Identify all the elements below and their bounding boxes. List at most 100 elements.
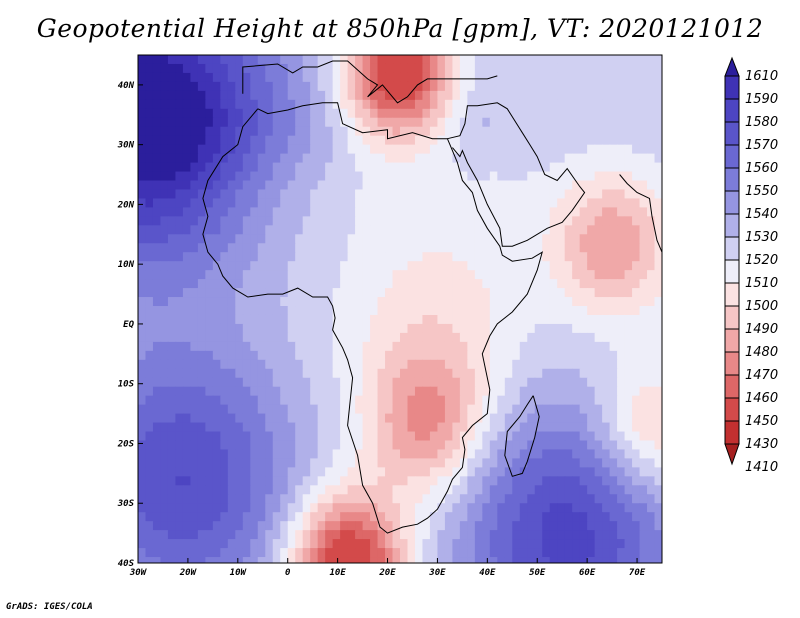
colorbar-swatch — [724, 282, 740, 307]
field-cell — [534, 548, 543, 558]
field-cell — [295, 81, 304, 92]
field-cell — [302, 243, 311, 253]
field-cell — [347, 189, 356, 200]
field-cell — [310, 368, 319, 379]
field-cell — [624, 207, 633, 217]
field-cell — [377, 225, 386, 235]
field-cell — [444, 171, 454, 182]
field-cell — [295, 512, 304, 522]
field-cell — [474, 189, 483, 200]
field-cell — [310, 189, 319, 200]
field-cell — [407, 90, 416, 101]
field-cell — [602, 503, 611, 513]
field-cell — [542, 144, 551, 155]
field-cell — [257, 189, 266, 200]
field-cell — [564, 557, 573, 563]
field-cell — [639, 135, 648, 146]
field-cell — [579, 270, 588, 280]
field-cell — [332, 377, 341, 388]
field-cell — [257, 297, 266, 307]
field-cell — [295, 494, 304, 504]
field-cell — [632, 413, 641, 424]
field-cell — [587, 153, 596, 164]
field-cell — [444, 332, 454, 343]
field-cell — [272, 359, 281, 370]
field-cell — [452, 180, 461, 191]
field-cell — [482, 90, 491, 101]
field-cell — [250, 99, 259, 110]
field-cell — [205, 314, 214, 325]
field-cell — [557, 90, 566, 101]
field-cell — [227, 413, 236, 424]
field-cell — [385, 503, 394, 513]
field-cell — [534, 458, 543, 468]
field-cell — [152, 512, 162, 522]
field-cell — [654, 261, 662, 271]
field-cell — [302, 467, 311, 477]
field-cell — [602, 323, 611, 334]
field-cell — [400, 243, 409, 253]
field-cell — [280, 413, 289, 424]
field-cell — [302, 440, 311, 451]
field-cell — [182, 395, 192, 406]
field-cell — [519, 297, 528, 307]
field-cell — [414, 395, 424, 406]
field-cell — [280, 135, 289, 146]
field-cell — [302, 332, 311, 343]
field-cell — [542, 404, 551, 415]
field-cell — [235, 72, 244, 83]
field-cell — [647, 368, 656, 379]
field-cell — [317, 557, 326, 563]
field-cell — [340, 252, 349, 262]
field-cell — [332, 72, 341, 83]
field-cell — [452, 449, 461, 460]
field-cell — [160, 189, 169, 200]
field-cell — [220, 503, 229, 513]
field-cell — [594, 368, 603, 379]
field-cell — [220, 314, 229, 325]
field-cell — [602, 404, 611, 415]
field-cell — [302, 557, 311, 563]
field-cell — [400, 377, 409, 388]
field-cell — [617, 521, 626, 531]
field-cell — [310, 512, 319, 522]
field-cell — [257, 377, 266, 388]
field-cell — [197, 153, 206, 164]
field-cell — [422, 297, 431, 307]
field-cell — [295, 368, 304, 379]
field-cell — [280, 440, 289, 451]
field-cell — [609, 314, 618, 325]
field-cell — [385, 494, 394, 504]
field-cell — [564, 99, 573, 110]
field-cell — [310, 377, 319, 388]
field-cell — [474, 494, 483, 504]
field-cell — [452, 323, 461, 334]
field-cell — [235, 162, 244, 173]
field-cell — [347, 126, 356, 137]
field-cell — [489, 485, 498, 495]
field-cell — [138, 135, 147, 146]
field-cell — [452, 135, 461, 146]
field-cell — [287, 458, 296, 468]
field-cell — [160, 512, 169, 522]
field-cell — [542, 359, 551, 370]
field-cell — [257, 261, 266, 271]
field-cell — [392, 90, 401, 101]
field-cell — [639, 270, 648, 280]
field-cell — [407, 422, 416, 433]
field-cell — [182, 539, 192, 549]
field-cell — [647, 530, 656, 540]
field-cell — [482, 449, 491, 460]
field-cell — [594, 90, 603, 101]
field-cell — [609, 557, 618, 563]
field-cell — [557, 557, 566, 563]
field-cell — [504, 261, 513, 271]
field-cell — [647, 494, 656, 504]
field-cell — [295, 180, 304, 191]
field-cell — [519, 99, 528, 110]
field-cell — [152, 485, 162, 495]
field-cell — [370, 395, 379, 406]
field-cell — [138, 288, 147, 298]
field-cell — [632, 126, 641, 137]
field-cell — [497, 449, 506, 460]
